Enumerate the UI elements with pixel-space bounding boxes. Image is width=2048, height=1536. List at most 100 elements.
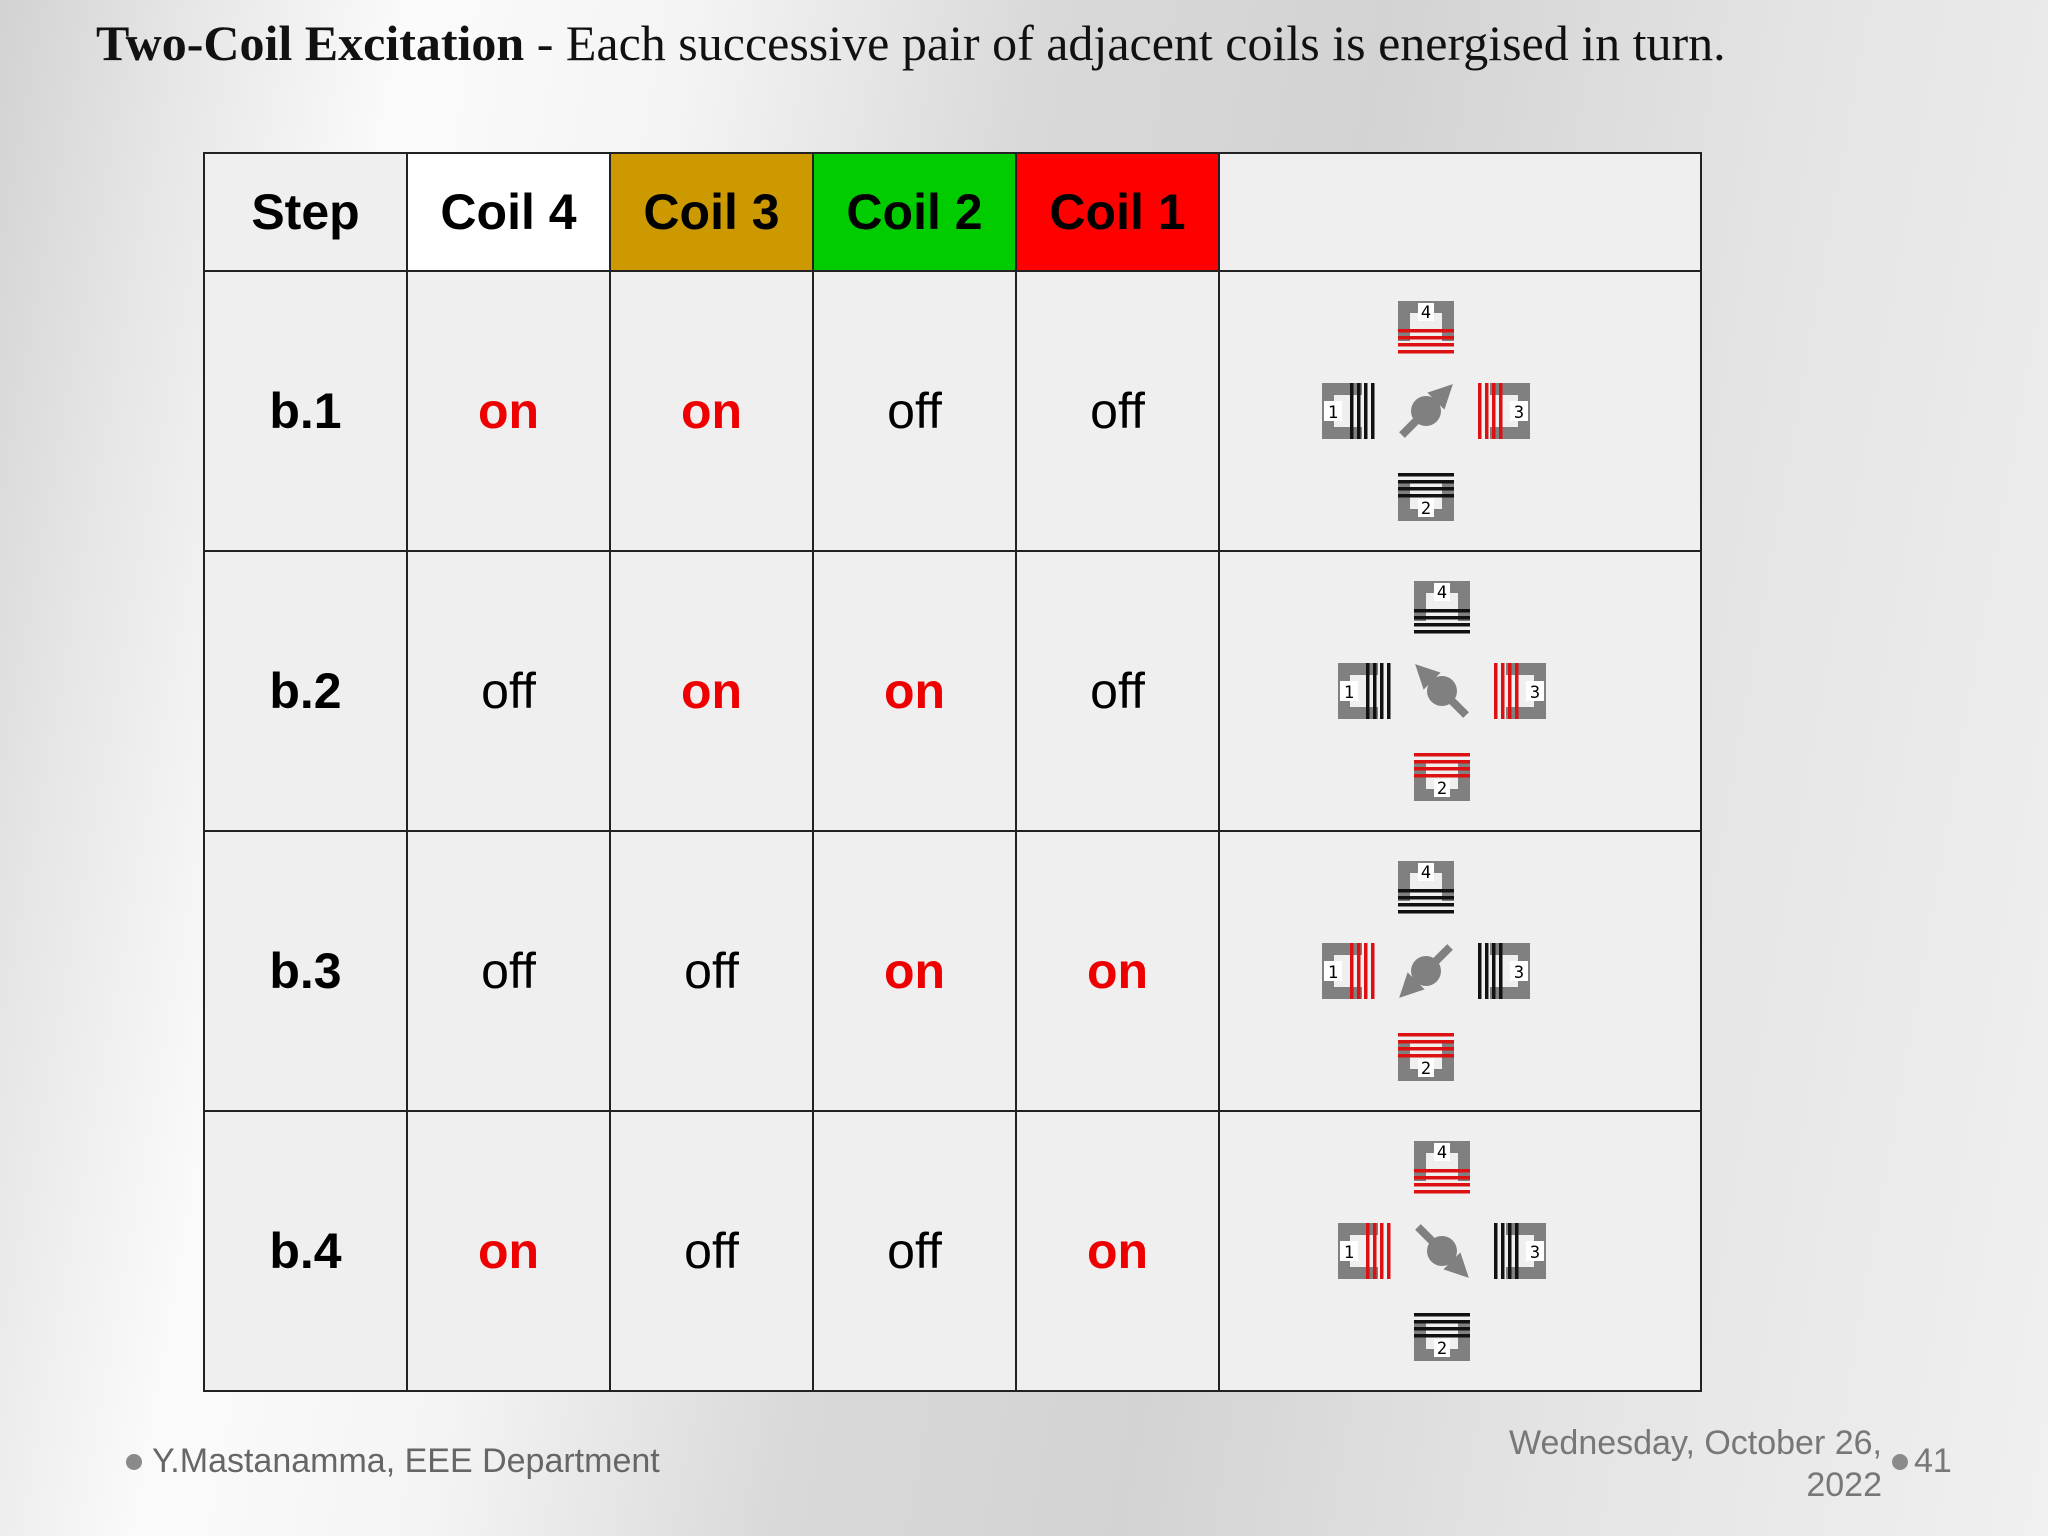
date-line-1: Wednesday, October 26,	[1509, 1424, 1882, 1462]
step-cell: b.1	[203, 270, 408, 552]
coil-label-box	[1418, 303, 1434, 321]
stepper-motor-diagram: 4 2 1 3	[1338, 581, 1546, 801]
table-row: b.4 on off off on 4 2 1 3	[203, 1110, 1702, 1392]
coil-frame	[1414, 1321, 1470, 1361]
coil-label: 4	[1437, 583, 1447, 603]
stepper-motor-diagram: 4 2 1 3	[1322, 301, 1530, 521]
coil-winding	[1499, 943, 1503, 999]
table-row: b.2 off on on off 4 2 1 3	[203, 550, 1702, 832]
coil-frame	[1322, 943, 1362, 999]
title-rest: - Each successive pair of adjacent coils…	[524, 15, 1726, 71]
coil-winding	[1398, 343, 1454, 347]
coil-frame	[1414, 1141, 1470, 1181]
coil-winding	[1387, 663, 1391, 719]
coil-winding	[1373, 663, 1377, 719]
coil-winding	[1414, 753, 1470, 757]
coil-2-state: on	[812, 830, 1017, 1112]
coil-winding	[1485, 383, 1489, 439]
coil-label-box	[1434, 1339, 1450, 1357]
coil-label: 2	[1421, 1059, 1431, 1079]
coil-winding	[1414, 1313, 1470, 1317]
coil-winding	[1414, 616, 1470, 620]
coil-winding	[1414, 774, 1470, 778]
table-row: b.1 on on off off 4 2 1 3	[203, 270, 1702, 552]
coil-2-figure: 2	[1398, 1033, 1454, 1081]
rotor-arrowhead	[1399, 972, 1425, 998]
coil-1-state: off	[1015, 550, 1220, 832]
coil-winding	[1357, 943, 1361, 999]
step-cell: b.4	[203, 1110, 408, 1392]
coil-label: 2	[1437, 779, 1447, 799]
coil-label: 3	[1530, 1243, 1540, 1263]
coil-frame	[1490, 383, 1530, 439]
coil-label: 2	[1421, 499, 1431, 519]
coil-winding	[1414, 1334, 1470, 1338]
coil-label-box	[1324, 401, 1342, 421]
coil-2-state: off	[812, 270, 1017, 552]
header-step: Step	[203, 152, 408, 272]
coil-winding	[1366, 1223, 1370, 1279]
coil-winding	[1366, 663, 1370, 719]
stepper-motor-diagram: 4 2 1 3	[1338, 1141, 1546, 1361]
coil-label-box	[1526, 681, 1544, 701]
coil-winding	[1350, 383, 1354, 439]
coil-label: 3	[1514, 403, 1524, 423]
coil-4-figure: 4	[1398, 301, 1454, 354]
coil-3-state: off	[609, 830, 814, 1112]
coil-frame	[1398, 301, 1454, 341]
coil-frame	[1506, 663, 1546, 719]
coil-winding	[1398, 1040, 1454, 1044]
coil-2-state: on	[812, 550, 1017, 832]
coil-winding	[1398, 1047, 1454, 1051]
rotor-hub	[1427, 676, 1457, 706]
coil-winding	[1485, 943, 1489, 999]
author-text: Y.Mastanamma, EEE Department	[152, 1442, 660, 1480]
coil-frame	[1414, 581, 1470, 621]
coil-winding	[1414, 1169, 1470, 1173]
coil-winding	[1508, 1223, 1512, 1279]
coil-winding	[1373, 1223, 1377, 1279]
header-coil-1: Coil 1	[1015, 152, 1220, 272]
coil-1-state: off	[1015, 270, 1220, 552]
coil-winding	[1478, 383, 1482, 439]
coil-winding	[1494, 1223, 1498, 1279]
coil-1-figure: 1	[1322, 383, 1375, 439]
coil-winding	[1371, 943, 1375, 999]
coil-label-box	[1434, 583, 1450, 601]
coil-frame	[1398, 861, 1454, 901]
coil-winding	[1398, 910, 1454, 914]
coil-winding	[1371, 383, 1375, 439]
coil-label-box	[1526, 1241, 1544, 1261]
header-coil-4: Coil 4	[406, 152, 611, 272]
coil-label: 2	[1437, 1339, 1447, 1359]
coil-label: 4	[1421, 863, 1431, 883]
coil-winding	[1501, 1223, 1505, 1279]
excitation-table: Step Coil 4 Coil 3 Coil 2 Coil 1 b.1 on …	[203, 152, 1702, 1392]
coil-label: 3	[1530, 683, 1540, 703]
coil-label-box	[1418, 863, 1434, 881]
coil-label-box	[1510, 961, 1528, 981]
coil-winding	[1414, 1320, 1470, 1324]
coil-4-state: off	[406, 830, 611, 1112]
footer-date: Wednesday, October 26, 2022	[1462, 1422, 1882, 1506]
coil-4-figure: 4	[1398, 861, 1454, 914]
coil-frame	[1322, 383, 1362, 439]
coil-winding	[1380, 663, 1384, 719]
coil-winding	[1398, 896, 1454, 900]
coil-4-figure: 4	[1414, 1141, 1470, 1194]
coil-label: 1	[1328, 403, 1338, 423]
stepper-diagram-cell: 4 2 1 3	[1218, 550, 1702, 832]
coil-frame	[1398, 1041, 1454, 1081]
coil-winding	[1398, 329, 1454, 333]
coil-winding	[1414, 630, 1470, 634]
coil-frame	[1398, 481, 1454, 521]
coil-winding	[1364, 943, 1368, 999]
coil-frame	[1490, 943, 1530, 999]
coil-winding	[1494, 663, 1498, 719]
coil-winding	[1398, 473, 1454, 477]
coil-4-state: off	[406, 550, 611, 832]
coil-winding	[1414, 767, 1470, 771]
footer-page-number: 41	[1892, 1442, 1952, 1481]
coil-winding	[1414, 623, 1470, 627]
slide-title: Two-Coil Excitation - Each successive pa…	[96, 14, 1976, 72]
